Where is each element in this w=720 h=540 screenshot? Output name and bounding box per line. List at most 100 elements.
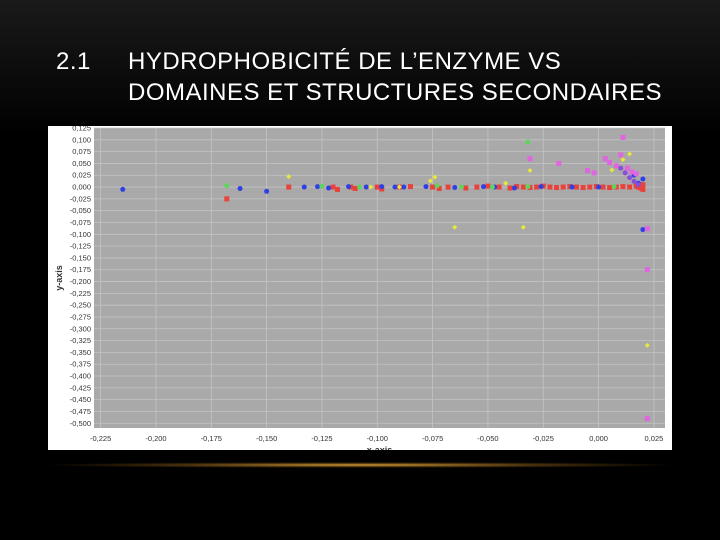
data-point-blue: [315, 184, 321, 190]
data-point-yellow: [286, 174, 292, 180]
data-point-red: [374, 184, 380, 190]
data-point-blue: [640, 176, 646, 182]
data-point-blue: [538, 184, 544, 190]
data-point-green: [434, 183, 440, 189]
y-tick-label: -0,400: [70, 372, 91, 381]
data-point-red: [607, 185, 613, 191]
data-point-red: [407, 184, 413, 190]
data-point-red: [587, 184, 593, 190]
y-tick-label: -0,350: [70, 348, 91, 357]
data-point-yellow: [609, 167, 615, 173]
data-point-blue: [481, 184, 487, 190]
y-tick-label: 0,050: [72, 159, 91, 168]
data-point-red: [445, 184, 451, 190]
y-tick-label: -0,100: [70, 230, 91, 239]
x-tick-label: -0,150: [256, 434, 277, 443]
data-point-magenta: [644, 226, 650, 232]
y-tick-label: -0,475: [70, 407, 91, 416]
data-point-yellow: [627, 151, 633, 157]
y-tick-label: -0,425: [70, 383, 91, 392]
x-tick-label: 0,025: [645, 434, 664, 443]
data-point-red: [463, 185, 469, 191]
data-point-purple: [631, 178, 637, 184]
data-point-yellow: [620, 157, 626, 163]
data-point-red: [436, 185, 442, 191]
y-tick-label: -0,250: [70, 301, 91, 310]
y-tick-label: 0,025: [72, 171, 91, 180]
data-point-yellow: [427, 178, 433, 184]
data-point-magenta: [633, 171, 639, 177]
x-tick-label: -0,175: [201, 434, 222, 443]
y-tick-label: -0,175: [70, 265, 91, 274]
data-point-magenta: [644, 416, 650, 422]
y-tick-label: 0,125: [72, 126, 91, 133]
decorative-glow-divider: [40, 462, 680, 468]
data-point-green: [525, 139, 531, 145]
x-tick-label: -0,200: [145, 434, 166, 443]
data-point-red: [600, 184, 606, 190]
data-point-blue: [423, 184, 429, 190]
data-point-purple: [622, 170, 628, 176]
data-point-blue: [512, 185, 518, 191]
x-tick-label: -0,075: [422, 434, 443, 443]
data-point-yellow: [396, 184, 402, 190]
data-point-yellow: [527, 168, 533, 174]
y-tick-label: -0,300: [70, 324, 91, 333]
data-point-purple: [635, 182, 641, 188]
data-point-green: [357, 184, 363, 190]
data-point-blue: [379, 184, 385, 190]
data-point-magenta: [527, 156, 533, 162]
y-tick-labels: 0,125 0,100 0,075 0,050 0,025 0,000 -0,025 -0,0…: [70, 124, 91, 428]
y-tick-label: 0,100: [72, 135, 91, 144]
y-tick-label: -0,450: [70, 395, 91, 404]
data-point-blue: [392, 184, 398, 190]
data-point-blue: [326, 185, 332, 191]
x-tick-labels: -0,225 -0,200 -0,175 -0,150 -0,125 -0,100 -0,0…: [90, 434, 663, 443]
data-point-blue: [346, 184, 352, 190]
y-tick-label: -0,075: [70, 218, 91, 227]
data-point-red: [573, 184, 579, 190]
scatter-chart: -0,225 -0,200 -0,175 -0,150 -0,125 -0,100 -0,0…: [54, 124, 665, 455]
data-point-magenta: [591, 170, 597, 176]
data-point-red: [580, 185, 586, 191]
data-point-red: [286, 184, 292, 190]
data-point-red: [334, 186, 340, 192]
data-point-magenta: [629, 169, 635, 175]
data-point-green: [224, 183, 230, 189]
data-point-red: [560, 184, 566, 190]
x-tick-label: -0,050: [477, 434, 498, 443]
y-tick-label: -0,275: [70, 312, 91, 321]
data-point-red: [514, 184, 520, 190]
y-tick-label: -0,375: [70, 360, 91, 369]
data-point-red: [352, 185, 358, 191]
y-tick-label: 0,000: [72, 183, 91, 192]
data-point-red: [224, 196, 230, 202]
y-tick-label: 0,075: [72, 147, 91, 156]
data-point-red: [620, 184, 626, 190]
section-number: 2.1: [56, 48, 91, 75]
data-points: [120, 134, 650, 422]
data-point-magenta: [618, 152, 624, 158]
data-point-blue: [596, 184, 602, 190]
x-tick-label: -0,125: [311, 434, 332, 443]
data-point-magenta: [602, 156, 608, 162]
data-point-yellow: [503, 180, 509, 186]
chart-panel: -0,225 -0,200 -0,175 -0,150 -0,125 -0,100 -0,0…: [48, 124, 672, 455]
y-tick-label: -0,200: [70, 277, 91, 286]
data-point-red: [485, 183, 491, 189]
y-tick-label: -0,225: [70, 289, 91, 298]
data-point-magenta: [624, 165, 630, 171]
y-tick-label: -0,325: [70, 336, 91, 345]
x-tick-label: -0,225: [90, 434, 111, 443]
data-point-blue: [363, 184, 369, 190]
y-tick-label: -0,500: [70, 419, 91, 428]
title-line-1: HYDROPHOBICITÉ DE L’ENZYME VS: [128, 48, 562, 75]
data-point-magenta: [644, 267, 650, 273]
data-point-blue: [640, 227, 646, 233]
data-point-blue: [401, 184, 407, 190]
data-point-yellow: [452, 224, 458, 230]
data-point-green: [319, 183, 325, 189]
data-point-blue: [264, 188, 270, 194]
data-point-red: [496, 184, 502, 190]
data-point-blue: [237, 185, 243, 191]
